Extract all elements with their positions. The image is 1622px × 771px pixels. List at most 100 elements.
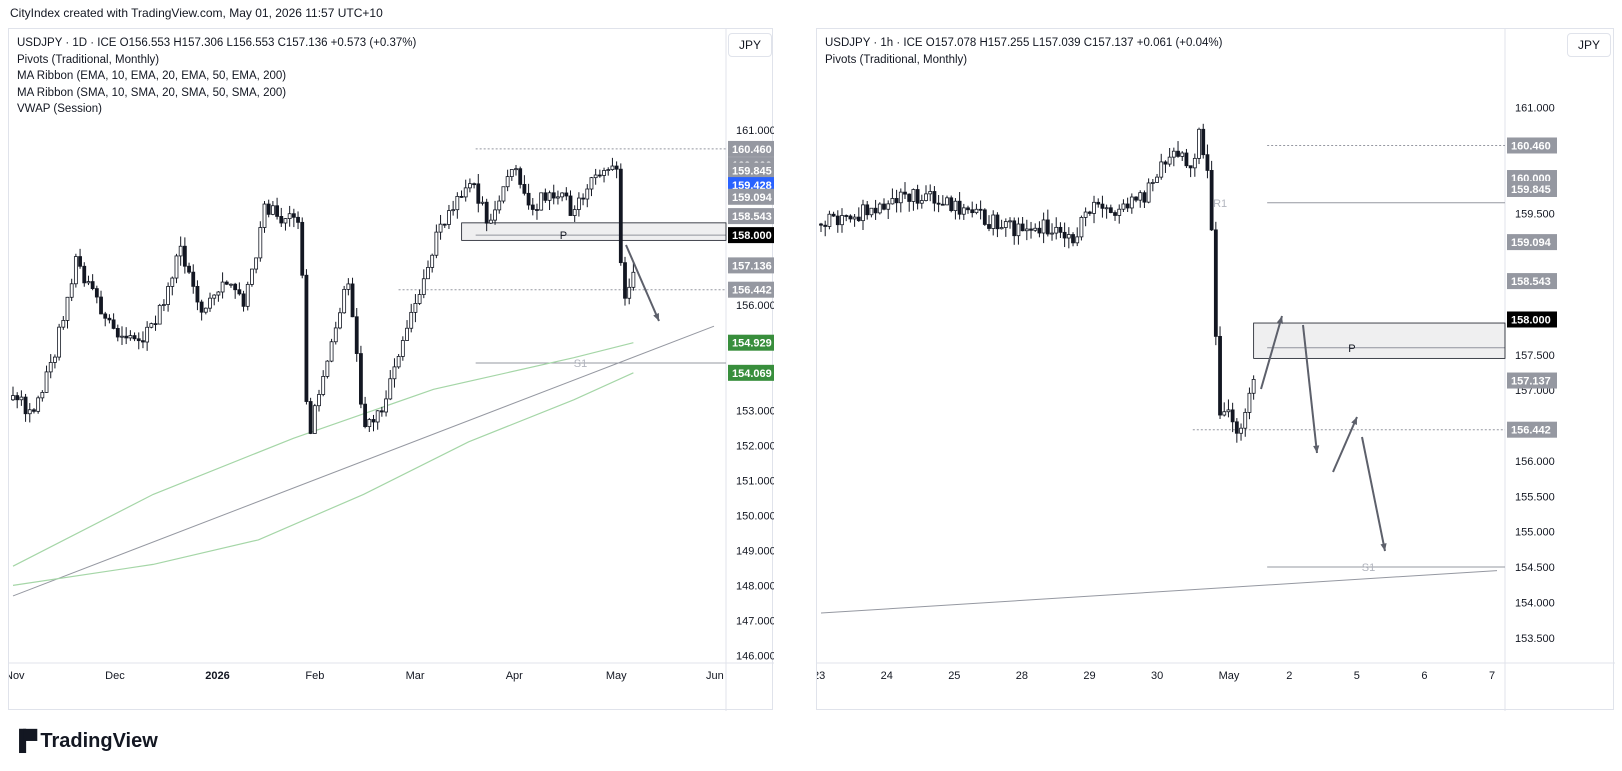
currency-button[interactable]: JPY — [1567, 33, 1611, 57]
candle — [514, 164, 518, 176]
candle-body — [233, 283, 238, 291]
candle-body — [94, 288, 99, 298]
candle — [396, 353, 401, 369]
candle — [241, 290, 246, 312]
candle-body — [1209, 170, 1214, 231]
legend-symbol[interactable]: USDJPY · 1D · ICE O156.553 H157.306 L156… — [17, 37, 417, 49]
candle — [346, 278, 351, 296]
tradingview-logo-text: TradingView — [40, 730, 158, 752]
candle — [961, 203, 966, 220]
legend-vwap[interactable]: VWAP (Session) — [17, 103, 102, 115]
candle — [1150, 178, 1155, 192]
candle-body — [823, 224, 828, 227]
candle-body — [329, 341, 334, 362]
candle-body — [451, 209, 456, 212]
candle-body — [572, 209, 577, 216]
candle — [1125, 197, 1130, 212]
candle — [1159, 153, 1164, 180]
pivot-s1-label: S1 — [574, 358, 587, 370]
hourly-chart-canvas[interactable]: PS1R1161.000159.500157.500157.000156.000… — [813, 29, 1615, 711]
candle — [363, 396, 368, 429]
projection-arrow — [625, 244, 660, 322]
candle-body — [27, 409, 32, 415]
legend-pivots[interactable]: Pivots (Traditional, Monthly) — [17, 53, 160, 66]
y-tick-label: 149.000 — [736, 545, 774, 557]
candle-body — [409, 311, 414, 329]
candle-body — [400, 340, 405, 357]
candle — [957, 192, 962, 220]
candle-body — [497, 200, 502, 211]
price-label: 157.136 — [732, 260, 772, 272]
legend-pivots[interactable]: Pivots (Traditional, Monthly) — [825, 53, 968, 66]
candle — [547, 190, 552, 211]
candle — [999, 219, 1004, 230]
candle-body — [266, 203, 271, 215]
candle-body — [187, 265, 191, 273]
tradingview-logo-icon: ▐▀ — [12, 730, 37, 752]
legend-ema-ribbon[interactable]: MA Ribbon (EMA, 10, EMA, 20, EMA, 50, EM… — [17, 70, 287, 82]
currency-button[interactable]: JPY — [728, 33, 772, 57]
price-label-bg — [1507, 137, 1557, 154]
candle-body — [999, 227, 1004, 230]
candle — [258, 221, 263, 262]
candle — [19, 390, 24, 406]
candle — [237, 282, 242, 296]
candle — [856, 207, 861, 223]
candle — [501, 186, 506, 204]
legend-sma-ribbon[interactable]: MA Ribbon (SMA, 10, SMA, 20, SMA, 50, SM… — [17, 86, 287, 99]
candle — [1134, 196, 1138, 203]
candle — [321, 370, 326, 397]
candle-body — [153, 323, 158, 326]
chart-panel-hourly[interactable]: P S1 R1 161.000 159.500 157.500 157.000 156.000… — [813, 28, 1615, 711]
daily-chart-canvas[interactable]: P S1 161.000 156.000 153.000 152.000 151.000 15… — [5, 29, 807, 711]
candle — [174, 253, 179, 284]
candle — [208, 292, 212, 312]
candle — [245, 281, 250, 311]
candle — [1209, 160, 1214, 231]
pivot-p-label: P — [560, 230, 567, 242]
x-tick-label: Feb — [305, 670, 324, 682]
candle-body — [844, 215, 849, 217]
legend-symbol[interactable]: USDJPY · 1h · ICE O157.078 H157.255 L157… — [825, 37, 1223, 49]
candle-body — [463, 187, 468, 198]
candle — [1230, 402, 1235, 433]
candle-body — [413, 303, 418, 313]
candle-body — [296, 216, 300, 223]
candle — [61, 316, 66, 330]
candle — [417, 289, 422, 306]
candle — [392, 358, 397, 388]
y-tick-label: 153.000 — [736, 405, 774, 417]
candle — [1108, 204, 1113, 214]
candle — [1163, 160, 1168, 173]
candle — [44, 365, 49, 393]
candle — [1104, 204, 1109, 219]
candle — [953, 198, 958, 220]
candle-body — [15, 395, 20, 401]
candle-body — [191, 271, 196, 287]
candle — [581, 193, 585, 206]
candle — [32, 408, 36, 414]
candle — [434, 224, 439, 259]
candle — [1155, 173, 1159, 183]
candle-body — [107, 317, 112, 321]
candle — [250, 268, 254, 287]
candle-body — [873, 207, 878, 214]
x-tick-label: 24 — [881, 670, 893, 682]
candle-body — [1146, 182, 1151, 203]
y-tick-label: 157.500 — [1515, 350, 1555, 362]
candle-body — [966, 207, 970, 211]
y-tick-label: 161.000 — [1515, 102, 1555, 114]
tradingview-logo[interactable]: ▐▀ TradingView — [12, 730, 158, 753]
candle — [65, 296, 70, 329]
price-label: 160.460 — [732, 144, 772, 156]
candle — [890, 188, 895, 205]
candle — [1167, 147, 1172, 167]
candle-body — [405, 327, 409, 341]
candle-body — [623, 262, 627, 299]
candle — [907, 193, 912, 212]
candle-body — [940, 203, 945, 206]
chart-panel-daily[interactable]: P S1 161.000 156.000 153.000 152.000 151.000 15… — [5, 28, 807, 711]
candle-body — [317, 394, 321, 407]
candle — [1146, 178, 1151, 204]
candle-body — [1213, 229, 1218, 337]
